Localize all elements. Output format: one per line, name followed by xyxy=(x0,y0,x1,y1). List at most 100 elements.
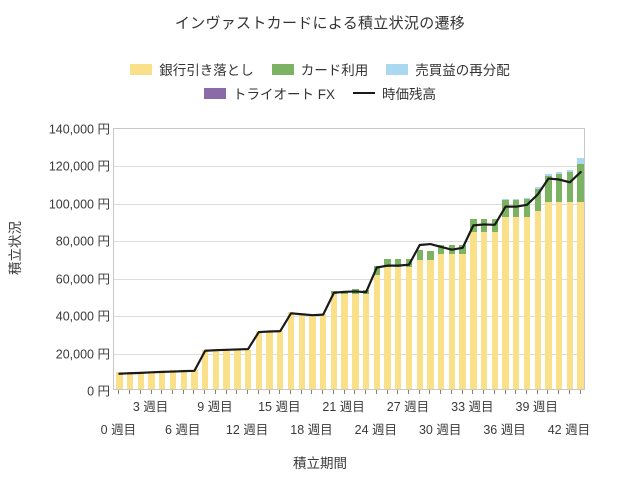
bar[interactable] xyxy=(480,127,488,389)
bar[interactable] xyxy=(352,127,359,389)
bar[interactable] xyxy=(405,127,413,389)
bar-segment xyxy=(405,267,413,389)
bar[interactable] xyxy=(126,127,134,389)
legend-swatch-trading-profit xyxy=(386,63,409,75)
bar-segment xyxy=(437,244,445,255)
legend-row-1: 銀行引き落とし カード利用 売買益の再分配 xyxy=(0,57,640,81)
bar[interactable] xyxy=(169,127,177,389)
x-axis-tickmark xyxy=(193,390,195,394)
bar[interactable] xyxy=(137,127,145,389)
bar[interactable] xyxy=(373,127,381,389)
gridline xyxy=(114,166,584,168)
bar[interactable] xyxy=(287,127,295,389)
bar-segment xyxy=(405,258,413,268)
bar[interactable] xyxy=(523,127,531,389)
bar[interactable] xyxy=(319,127,327,389)
bar[interactable] xyxy=(234,127,241,389)
x-axis-tickmark xyxy=(515,390,517,394)
legend-item-card-usage[interactable]: カード利用 xyxy=(271,59,368,79)
bar[interactable] xyxy=(277,127,284,389)
bar[interactable] xyxy=(555,127,563,389)
bar[interactable] xyxy=(191,127,198,389)
bar[interactable] xyxy=(330,127,338,389)
y-axis-tick-label: 60,000 円 xyxy=(55,272,110,287)
x-axis-tickmark xyxy=(290,390,291,394)
x-axis-tickmark xyxy=(247,390,249,394)
bar-segment xyxy=(169,370,177,389)
x-axis-tickmark xyxy=(150,390,152,394)
bar-segment xyxy=(555,173,563,202)
bar-segment xyxy=(555,171,563,174)
bar[interactable] xyxy=(502,127,509,389)
x-axis-tickmark xyxy=(493,390,495,394)
bar[interactable] xyxy=(362,127,370,389)
bar-segment xyxy=(577,157,584,165)
bar-segment xyxy=(330,293,338,389)
line-path xyxy=(118,170,582,375)
bar[interactable] xyxy=(448,127,456,389)
bar-segment xyxy=(427,250,434,260)
legend-label-bank-withdrawal: 銀行引き落とし xyxy=(159,63,254,78)
bar-segment xyxy=(437,254,445,389)
bar[interactable] xyxy=(201,127,209,389)
legend-item-market-balance[interactable]: 時価残高 xyxy=(353,83,436,103)
bar-segment xyxy=(191,370,198,389)
chart-title: インヴァストカードによる積立状況の遷移 xyxy=(174,15,466,32)
bar-segment xyxy=(502,216,509,389)
bar-segment xyxy=(523,197,531,200)
bar[interactable] xyxy=(577,127,584,389)
bar[interactable] xyxy=(298,127,305,389)
legend-item-trading-profit[interactable]: 売買益の再分配 xyxy=(386,59,510,79)
bar[interactable] xyxy=(384,127,391,389)
bar[interactable] xyxy=(470,127,477,389)
x-axis-tickmark xyxy=(343,390,345,394)
bar[interactable] xyxy=(534,127,541,389)
legend-item-bank-withdrawal[interactable]: 銀行引き落とし xyxy=(130,59,254,79)
legend-swatch-triauto-fx xyxy=(203,87,226,99)
bar-segment xyxy=(352,293,359,389)
bar[interactable] xyxy=(159,127,166,389)
bar[interactable] xyxy=(459,127,466,389)
bar[interactable] xyxy=(566,127,574,389)
legend-swatch-card-usage xyxy=(271,63,294,75)
bar[interactable] xyxy=(395,127,402,389)
bar-segment xyxy=(137,372,145,389)
x-axis-tick-label: 30 週目 xyxy=(418,423,462,437)
bar[interactable] xyxy=(427,127,434,389)
bar[interactable] xyxy=(116,127,123,389)
bar-segment xyxy=(341,290,348,294)
x-axis-tickmark xyxy=(483,390,485,394)
bar[interactable] xyxy=(416,127,423,389)
bar[interactable] xyxy=(309,127,316,389)
legend-item-triauto-fx[interactable]: トライオート FX xyxy=(203,83,335,103)
bar-segment xyxy=(513,198,520,200)
bar[interactable] xyxy=(244,127,252,389)
bar-segment xyxy=(277,330,284,389)
bar[interactable] xyxy=(513,127,520,389)
bar[interactable] xyxy=(437,127,445,389)
bar-segment xyxy=(534,188,541,212)
y-axis-tick-labels: 140,000 円 120,000 円 100,000 円 80,000 円 60,00… xyxy=(30,0,110,480)
bar[interactable] xyxy=(180,127,187,389)
bar[interactable] xyxy=(266,127,273,389)
bar[interactable] xyxy=(255,127,263,389)
legend-row-2: トライオート FX 時価残高 xyxy=(0,81,640,105)
bar[interactable] xyxy=(223,127,230,389)
bar[interactable] xyxy=(148,127,155,389)
bar-segment xyxy=(148,372,155,389)
x-axis-tickmark xyxy=(182,390,184,394)
legend-swatch-bank-withdrawal xyxy=(130,63,153,75)
bar[interactable] xyxy=(545,127,552,389)
bar[interactable] xyxy=(491,127,499,389)
x-axis-tickmark xyxy=(536,390,538,394)
x-axis-tickmark xyxy=(214,390,216,394)
bar-segment xyxy=(470,218,477,232)
bar-segment xyxy=(266,330,273,389)
bar-segment xyxy=(523,199,531,217)
bar[interactable] xyxy=(341,127,348,389)
bar-segment xyxy=(513,199,520,217)
bar-segment xyxy=(362,289,370,294)
x-axis-tickmark xyxy=(461,390,463,394)
bar[interactable] xyxy=(212,127,220,389)
